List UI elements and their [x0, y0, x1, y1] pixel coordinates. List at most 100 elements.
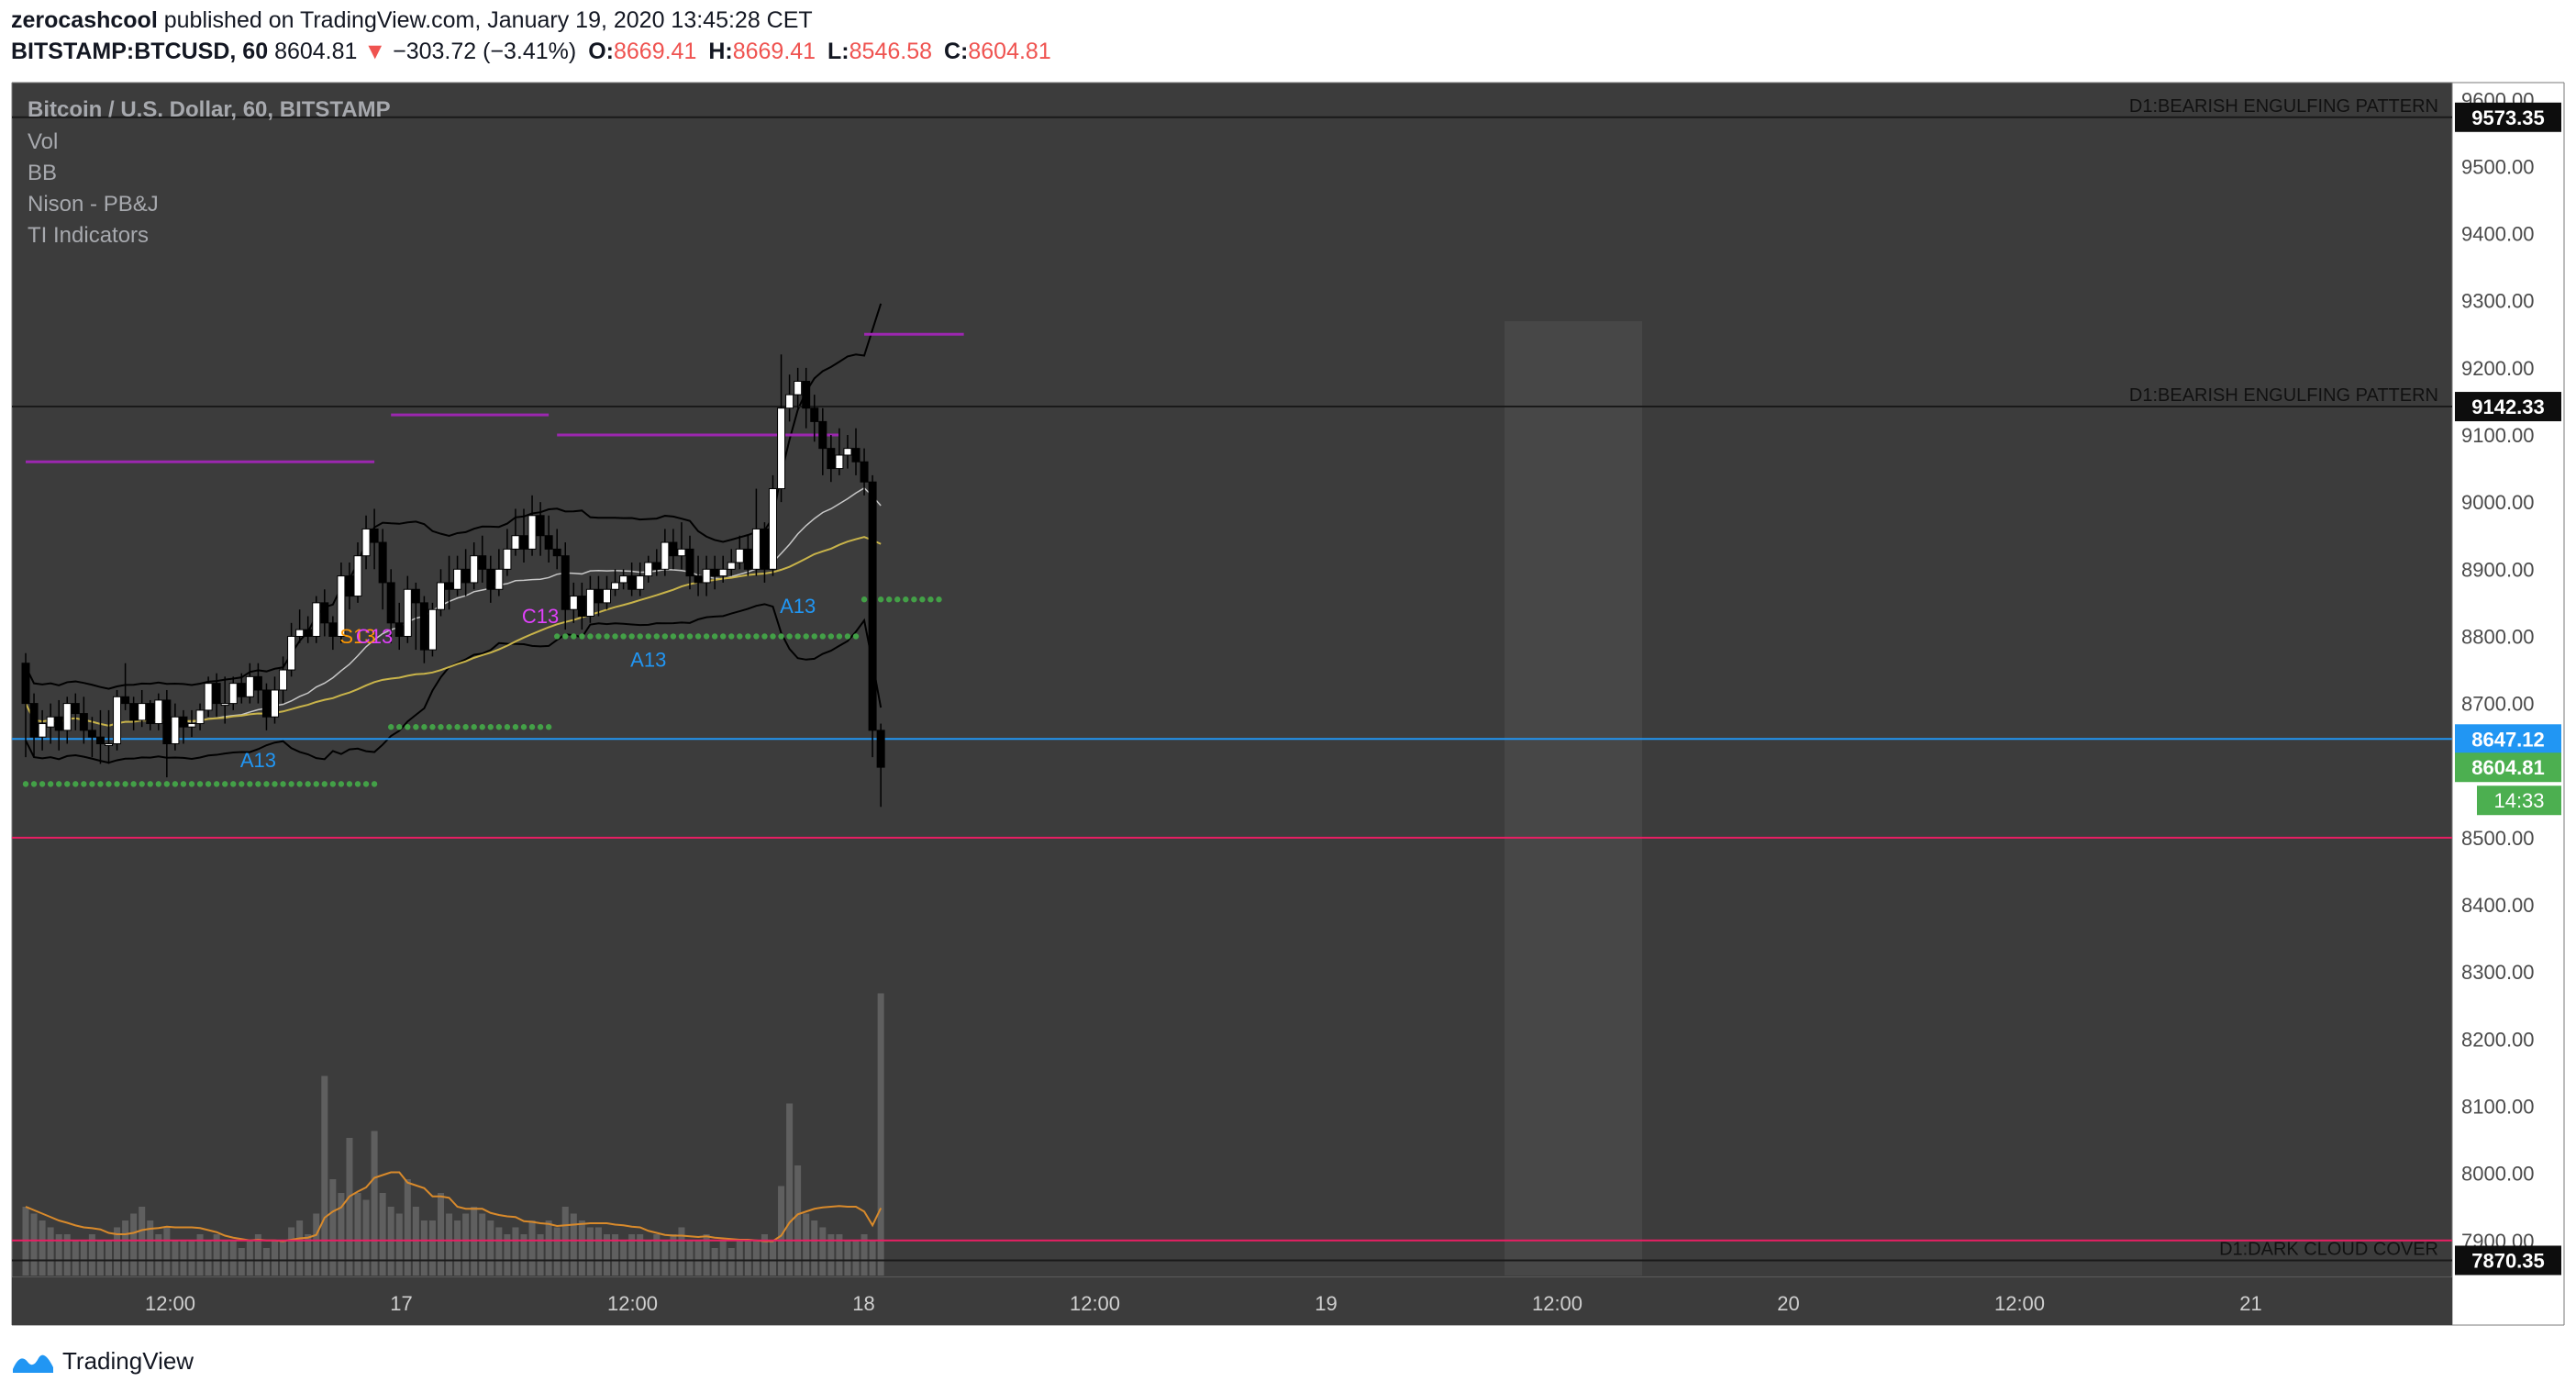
- bear-candle: [370, 528, 379, 543]
- bear-candle: [868, 481, 877, 731]
- td-support-dot: [230, 781, 237, 787]
- volume-bar: [428, 1220, 436, 1276]
- td-support-dot: [528, 724, 536, 730]
- volume-bar: [628, 1234, 636, 1276]
- volume-bar: [844, 1241, 851, 1276]
- td-support-dot: [371, 781, 378, 787]
- td-support-dot: [172, 781, 179, 787]
- volume-bar: [703, 1234, 710, 1276]
- volume-bar: [852, 1241, 860, 1276]
- volume-bar: [196, 1234, 204, 1276]
- td-support-dot: [396, 724, 403, 730]
- chart-pane[interactable]: [12, 83, 2452, 1325]
- level-price-tag: 9142.33: [2471, 396, 2545, 418]
- td-support-dot: [296, 781, 303, 787]
- bull-candle: [337, 575, 346, 637]
- volume-bar: [861, 1234, 868, 1276]
- ohlc-header: BITSTAMP:BTCUSD, 60 8604.81 ▼ −303.72 (−…: [11, 39, 1051, 65]
- bear-candle: [29, 703, 39, 738]
- td-support-dot: [794, 633, 801, 640]
- volume-bar: [80, 1241, 87, 1276]
- bull-candle: [437, 582, 445, 610]
- bear-candle: [79, 713, 88, 731]
- high-label: H:: [708, 39, 733, 64]
- bull-candle: [735, 548, 744, 563]
- volume-bar: [404, 1179, 411, 1276]
- td-support-dot: [612, 633, 618, 640]
- td-support-dot: [405, 724, 411, 730]
- td-support-dot: [429, 724, 436, 730]
- x-tick-label: 18: [852, 1292, 874, 1315]
- bear-candle: [552, 548, 561, 557]
- bear-candle: [304, 629, 313, 637]
- volume-bar: [30, 1213, 38, 1276]
- bull-candle: [453, 568, 462, 590]
- bull-candle: [113, 696, 122, 744]
- td-support-dot: [313, 781, 319, 787]
- td-support-dot: [753, 633, 760, 640]
- price-axis[interactable]: [2452, 83, 2564, 1325]
- candles-layer: [21, 354, 885, 808]
- bull-candle: [46, 716, 55, 728]
- symbol-label[interactable]: BITSTAMP:BTCUSD, 60: [11, 39, 269, 64]
- footer-brand[interactable]: TradingView: [11, 1347, 194, 1376]
- volume-bar: [711, 1248, 718, 1276]
- bear-candle: [818, 420, 827, 450]
- legend-item: Nison - PB&J: [28, 192, 159, 217]
- td-support-dot: [105, 781, 112, 787]
- y-tick-label: 8900.00: [2461, 558, 2535, 581]
- volume-bar: [836, 1234, 843, 1276]
- volume-bar: [420, 1220, 427, 1276]
- td-support-dot: [22, 781, 29, 787]
- bull-candle: [361, 528, 371, 557]
- bull-candle: [427, 608, 437, 651]
- chart-legend: Bitcoin / U.S. Dollar, 60, BITSTAMP Vol …: [28, 97, 391, 248]
- x-tick-label: 12:00: [1994, 1292, 2045, 1315]
- bull-candle: [636, 575, 645, 590]
- x-tick-label: 21: [2239, 1292, 2261, 1315]
- bear-candle: [378, 541, 387, 584]
- bull-candle: [105, 742, 113, 746]
- volume-bar: [778, 1186, 785, 1276]
- td-support-dot: [462, 724, 469, 730]
- bear-candle: [261, 689, 271, 718]
- countdown-tag-bg: [2477, 786, 2561, 816]
- volume-bar: [594, 1227, 602, 1276]
- bull-candle: [585, 588, 594, 618]
- td-support-dot: [247, 781, 253, 787]
- bear-candle: [710, 568, 719, 577]
- volume-bar: [670, 1234, 677, 1276]
- td-support-dot: [587, 633, 594, 640]
- volume-bar: [47, 1227, 54, 1276]
- bull-candle: [312, 602, 321, 637]
- support-price-tag-bg: [2455, 724, 2561, 754]
- volume-bar: [512, 1227, 519, 1276]
- x-tick-label: 12:00: [1070, 1292, 1120, 1315]
- td-support-dot: [670, 633, 677, 640]
- bear-candle: [461, 568, 471, 584]
- bear-candle: [810, 407, 819, 422]
- td-support-layer: [22, 596, 942, 787]
- td-support-dot: [694, 633, 702, 640]
- y-tick-label: 9400.00: [2461, 223, 2535, 246]
- bull-candle: [245, 675, 254, 697]
- td-support-dot: [346, 781, 353, 787]
- volume-bar: [578, 1220, 585, 1276]
- time-axis[interactable]: [12, 1277, 2452, 1325]
- volume-bar: [487, 1220, 494, 1276]
- td-support-dot: [720, 633, 727, 640]
- td-support-dot: [886, 596, 893, 603]
- publisher-name[interactable]: zerocashcool: [11, 7, 158, 33]
- td-support-dot: [438, 724, 444, 730]
- volume-bar: [736, 1241, 743, 1276]
- td-support-dot: [628, 633, 635, 640]
- td-support-dot: [637, 633, 643, 640]
- volume-bar: [329, 1179, 337, 1276]
- bull-candle: [295, 629, 305, 637]
- volume-bar: [462, 1213, 470, 1276]
- volume-bar: [504, 1234, 511, 1276]
- bear-candle: [486, 568, 495, 590]
- td-support-dot: [263, 781, 270, 787]
- bear-candle: [179, 716, 188, 728]
